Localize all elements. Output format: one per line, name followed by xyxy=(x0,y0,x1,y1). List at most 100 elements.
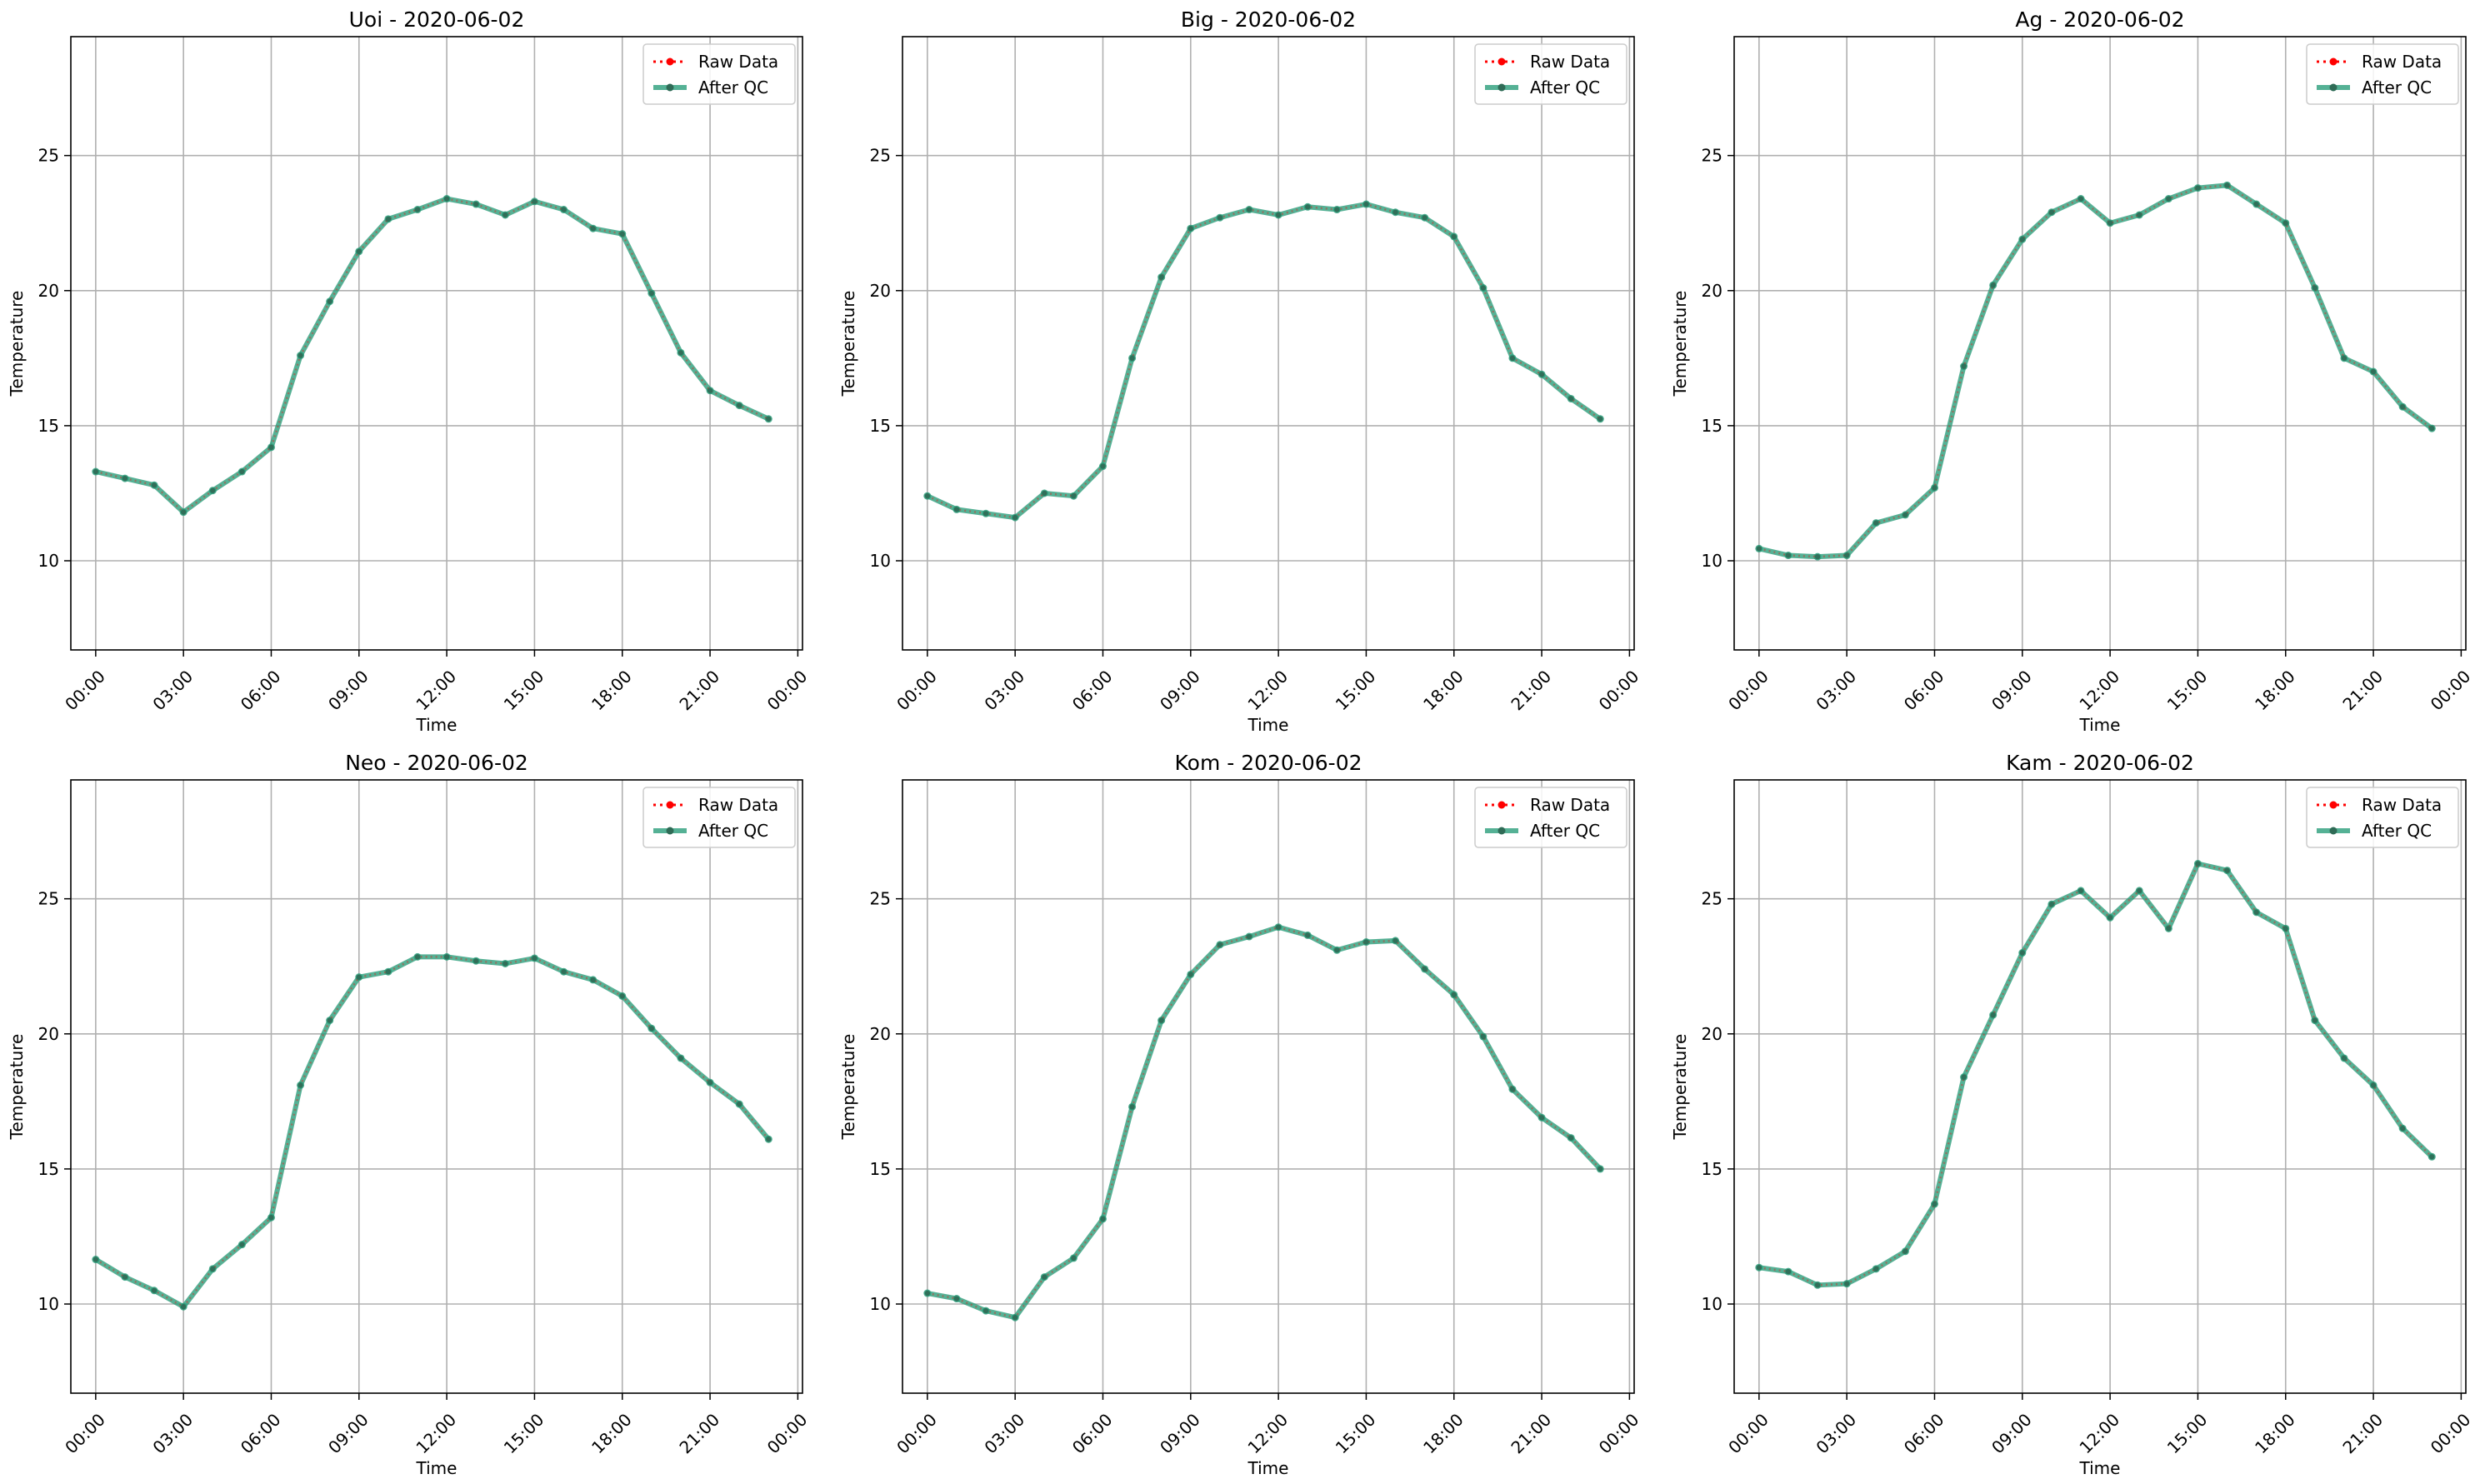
raw-data-point xyxy=(1756,546,1762,552)
raw-data-point xyxy=(648,1026,655,1032)
raw-data-point xyxy=(268,444,274,451)
raw-data-point xyxy=(1756,1265,1762,1271)
legend: Raw Data After QC xyxy=(642,787,796,848)
legend-raw-label: Raw Data xyxy=(1530,795,1610,815)
series-after-qc xyxy=(1755,860,2436,1289)
raw-data-point xyxy=(707,1079,713,1086)
raw-data-line xyxy=(927,202,1601,519)
grid xyxy=(902,780,1634,1393)
raw-data-point xyxy=(180,1304,187,1310)
legend-qc-label: After QC xyxy=(2362,821,2432,841)
raw-data-point xyxy=(92,468,99,475)
raw-data-point xyxy=(2282,926,2288,932)
raw-data-point xyxy=(1042,1274,1048,1280)
raw-data-point xyxy=(1071,492,1077,499)
x-tick-label: 00:00 xyxy=(763,1410,812,1458)
raw-data-point xyxy=(1334,207,1340,212)
x-tick-label: 00:00 xyxy=(892,1410,941,1458)
x-tick-label: 09:00 xyxy=(1156,1410,1204,1458)
legend-raw-label: Raw Data xyxy=(1530,52,1610,72)
x-tick-label: 12:00 xyxy=(2075,1410,2123,1458)
raw-data-point xyxy=(1480,285,1487,291)
raw-data-point xyxy=(2107,220,2113,226)
x-tick-label: 12:00 xyxy=(2075,667,2123,715)
raw-data-point xyxy=(2019,950,2025,956)
y-axis-label: Temperature xyxy=(1670,1034,1690,1141)
raw-data-point xyxy=(648,290,655,297)
x-axis-label: Time xyxy=(416,1458,458,1478)
raw-data-point xyxy=(2078,887,2084,894)
raw-data-point xyxy=(122,1274,128,1280)
legend-raw-label: Raw Data xyxy=(2362,52,2442,72)
raw-data-point xyxy=(2399,403,2406,410)
x-tick-label: 00:00 xyxy=(1595,1410,1643,1458)
raw-data-point xyxy=(1129,355,1135,362)
raw-data-point xyxy=(1785,1268,1792,1275)
x-tick-label: 00:00 xyxy=(2427,1410,2475,1458)
raw-data-point xyxy=(1598,1166,1603,1172)
raw-data-point xyxy=(2195,861,2201,867)
x-tick-label: 03:00 xyxy=(980,667,1028,715)
raw-data-point xyxy=(924,1290,931,1297)
y-tick-label: 10 xyxy=(38,1294,59,1314)
raw-data-point xyxy=(1363,939,1369,945)
legend: Raw Data After QC xyxy=(1474,43,1628,105)
raw-data-point xyxy=(151,1287,158,1293)
legend-raw-label: Raw Data xyxy=(698,52,778,72)
raw-data-point xyxy=(2107,915,2113,921)
after-qc-line xyxy=(924,924,1603,1321)
y-tick-label: 15 xyxy=(1702,416,1722,436)
y-tick-label: 15 xyxy=(38,1159,59,1179)
legend-qc-marker xyxy=(1498,827,1506,835)
raw-data-point xyxy=(2224,182,2230,188)
series-raw-data xyxy=(1756,861,2435,1288)
raw-data-point xyxy=(2429,1154,2435,1160)
x-tick-label: 09:00 xyxy=(1156,667,1204,715)
raw-data-point xyxy=(2078,196,2084,202)
x-tick-label: 00:00 xyxy=(61,667,109,715)
series-raw-data xyxy=(92,196,772,515)
raw-data-point xyxy=(561,207,567,212)
raw-data-point xyxy=(1538,372,1545,377)
y-tick-label: 20 xyxy=(38,281,59,301)
raw-data-point xyxy=(502,961,508,967)
raw-data-point xyxy=(473,201,479,207)
x-tick-label: 00:00 xyxy=(61,1410,109,1458)
raw-data-point xyxy=(678,1055,684,1062)
subplot-title: Kam - 2020-06-02 xyxy=(2006,751,2194,775)
raw-data-point xyxy=(2312,1017,2318,1023)
axes-frame xyxy=(902,779,1635,1394)
legend-raw-marker xyxy=(2329,57,2338,66)
raw-data-point xyxy=(2195,185,2201,191)
x-tick-label: 15:00 xyxy=(2163,667,2212,715)
subplot-3: Ag - 2020-06-02 00:00 03:00 06:00 09:00 12:00… xyxy=(1670,7,2474,735)
x-tick-label: 21:00 xyxy=(1507,1410,1555,1458)
raw-data-point xyxy=(1932,485,1938,491)
x-tick-label: 15:00 xyxy=(500,1410,548,1458)
raw-data-point xyxy=(1932,1201,1938,1207)
raw-data-point xyxy=(2048,209,2055,215)
x-tick-label: 00:00 xyxy=(2427,667,2475,715)
x-tick-label: 12:00 xyxy=(412,667,460,715)
series-raw-data xyxy=(924,201,1603,521)
raw-data-point xyxy=(1422,215,1428,221)
x-tick-label: 21:00 xyxy=(675,667,723,715)
after-qc-line xyxy=(1756,861,2435,1288)
raw-data-line xyxy=(95,197,769,514)
axes-frame xyxy=(902,36,1635,651)
raw-data-point xyxy=(532,198,538,204)
grid xyxy=(902,37,1634,650)
axes-frame xyxy=(1733,779,2467,1394)
raw-data-line xyxy=(927,926,1602,1319)
series-after-qc xyxy=(1755,181,2436,561)
x-tick-label: 15:00 xyxy=(1332,667,1380,715)
raw-data-point xyxy=(414,207,421,212)
raw-data-point xyxy=(1188,972,1193,977)
raw-data-point xyxy=(1100,1216,1106,1222)
raw-data-point xyxy=(2137,887,2142,894)
raw-data-point xyxy=(1509,1087,1516,1092)
raw-data-point xyxy=(2399,1126,2406,1132)
raw-data-point xyxy=(2341,1055,2348,1062)
x-tick-label: 18:00 xyxy=(588,667,636,715)
